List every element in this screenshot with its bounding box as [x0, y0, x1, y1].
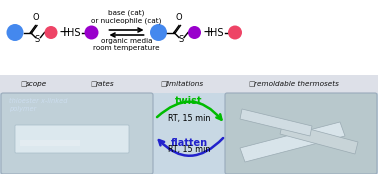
Text: O: O: [176, 14, 182, 22]
Text: RT, 15 min: RT, 15 min: [168, 114, 210, 123]
FancyArrowPatch shape: [157, 102, 222, 120]
FancyBboxPatch shape: [1, 93, 153, 174]
Circle shape: [228, 26, 242, 39]
Text: scope: scope: [26, 81, 47, 87]
Text: limitations: limitations: [166, 81, 204, 87]
Text: □: □: [160, 81, 167, 87]
FancyBboxPatch shape: [0, 93, 378, 174]
FancyBboxPatch shape: [15, 125, 129, 153]
Circle shape: [150, 24, 167, 41]
Text: O: O: [32, 14, 39, 22]
FancyBboxPatch shape: [225, 93, 377, 174]
Text: □: □: [20, 81, 26, 87]
Polygon shape: [240, 122, 345, 162]
Text: S: S: [35, 35, 40, 44]
FancyBboxPatch shape: [0, 0, 378, 75]
Circle shape: [6, 24, 23, 41]
Text: thioester x-linked
polymer: thioester x-linked polymer: [9, 98, 68, 112]
FancyArrowPatch shape: [159, 138, 223, 156]
Circle shape: [85, 26, 99, 39]
Text: □: □: [248, 81, 255, 87]
Text: RT, 15 min: RT, 15 min: [168, 145, 210, 154]
Text: base (cat)
or nucleophile (cat): base (cat) or nucleophile (cat): [91, 10, 162, 25]
Text: twist: twist: [175, 96, 203, 106]
Polygon shape: [240, 109, 312, 136]
Text: HS: HS: [67, 27, 80, 38]
Text: S: S: [178, 35, 184, 44]
Text: remoldable thermosets: remoldable thermosets: [254, 81, 339, 87]
Text: rates: rates: [96, 81, 115, 87]
FancyBboxPatch shape: [20, 140, 80, 146]
Text: flatten: flatten: [170, 138, 208, 148]
Text: HS: HS: [210, 27, 224, 38]
Text: organic media
room temperature: organic media room temperature: [93, 38, 160, 51]
Text: +: +: [59, 26, 70, 39]
FancyBboxPatch shape: [0, 75, 378, 93]
Text: +: +: [202, 26, 214, 39]
Circle shape: [188, 26, 201, 39]
Text: □: □: [90, 81, 97, 87]
Circle shape: [45, 26, 57, 39]
Polygon shape: [280, 122, 358, 154]
